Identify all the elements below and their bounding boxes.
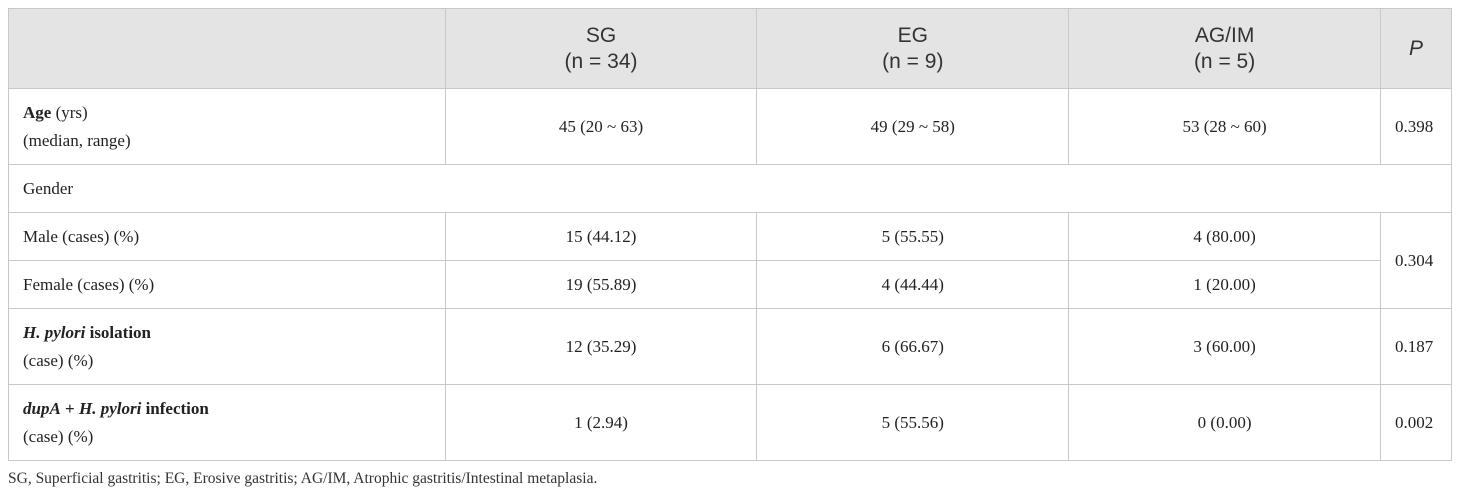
header-cell: P bbox=[1379, 8, 1453, 89]
row: Female (cases) (%) 19 (55.89) 4 (44.44) … bbox=[8, 260, 1452, 309]
label-italic: H. pylori bbox=[78, 398, 142, 418]
cell: 45 (20 ~ 63) bbox=[444, 88, 758, 165]
row-label: Gender bbox=[8, 164, 1452, 213]
row-label: Male (cases) (%) bbox=[8, 212, 446, 261]
row-label: dupA + H. pylori infection (case) (%) bbox=[8, 384, 446, 461]
label: (yrs) bbox=[55, 102, 88, 122]
row-label: Age (yrs) (median, range) bbox=[8, 88, 446, 165]
group-n: (n = 9) bbox=[882, 49, 944, 73]
cell: 3 (60.00) bbox=[1068, 308, 1381, 385]
p-cell: 0.187 bbox=[1379, 308, 1453, 385]
header-row: SG (n = 34) EG (n = 9) AG/IM (n = 5) P bbox=[8, 8, 1453, 89]
cell: 49 (29 ~ 58) bbox=[756, 88, 1070, 165]
cell: 1 (20.00) bbox=[1068, 260, 1381, 309]
cell: 0 (0.00) bbox=[1068, 384, 1381, 461]
p-cell: 0.002 bbox=[1379, 384, 1453, 461]
row: dupA + H. pylori infection (case) (%) 1 (… bbox=[8, 384, 1453, 461]
cell: 15 (44.12) bbox=[444, 212, 758, 261]
cell: 12 (35.29) bbox=[444, 308, 758, 385]
cell: 6 (66.67) bbox=[756, 308, 1070, 385]
label-italic: dupA bbox=[23, 398, 61, 418]
row-label: Female (cases) (%) bbox=[8, 260, 446, 309]
label-italic: H. pylori bbox=[23, 322, 86, 342]
label-bold: + bbox=[65, 398, 75, 418]
cell: 4 (80.00) bbox=[1068, 212, 1381, 261]
cell: 1 (2.94) bbox=[444, 384, 758, 461]
header-cell: EG (n = 9) bbox=[756, 8, 1070, 89]
cell: 5 (55.55) bbox=[756, 212, 1070, 261]
group-name: EG bbox=[897, 23, 928, 47]
p-cell: 0.398 bbox=[1379, 88, 1453, 165]
header-cell: SG (n = 34) bbox=[444, 8, 758, 89]
row: Gender bbox=[8, 164, 1452, 213]
footnote: SG, Superficial gastritis; EG, Erosive g… bbox=[8, 470, 598, 487]
group-name: SG bbox=[585, 23, 617, 47]
row-label: H. pylori isolation (case) (%) bbox=[8, 308, 446, 385]
label-bold: infection bbox=[145, 398, 209, 418]
header-cell: AG/IM (n = 5) bbox=[1068, 8, 1381, 89]
group-name: AG/IM bbox=[1194, 23, 1255, 47]
group-n: (n = 34) bbox=[564, 49, 638, 73]
cell: 5 (55.56) bbox=[756, 384, 1070, 461]
group-n: (n = 5) bbox=[1193, 49, 1256, 73]
label-bold: Age bbox=[23, 102, 52, 122]
header-cell bbox=[8, 8, 446, 89]
label-line2: (median, range) bbox=[23, 130, 131, 150]
row: Age (yrs) (median, range) 45 (20 ~ 63) 49… bbox=[8, 88, 1453, 165]
data-table: SG (n = 34) EG (n = 9) AG/IM (n = 5) P Age … bbox=[8, 8, 1453, 461]
cell: 4 (44.44) bbox=[756, 260, 1070, 309]
cell: 19 (55.89) bbox=[444, 260, 758, 309]
cell: 53 (28 ~ 60) bbox=[1068, 88, 1381, 165]
label-line2: (case) (%) bbox=[23, 426, 94, 446]
row: H. pylori isolation (case) (%) 12 (35.29)… bbox=[8, 308, 1453, 385]
p-cell: 0.304 bbox=[1379, 212, 1453, 309]
row: Male (cases) (%) 15 (44.12) 5 (55.55) 4 … bbox=[8, 212, 1453, 309]
label-bold: isolation bbox=[89, 322, 151, 342]
label-line2: (case) (%) bbox=[23, 350, 94, 370]
